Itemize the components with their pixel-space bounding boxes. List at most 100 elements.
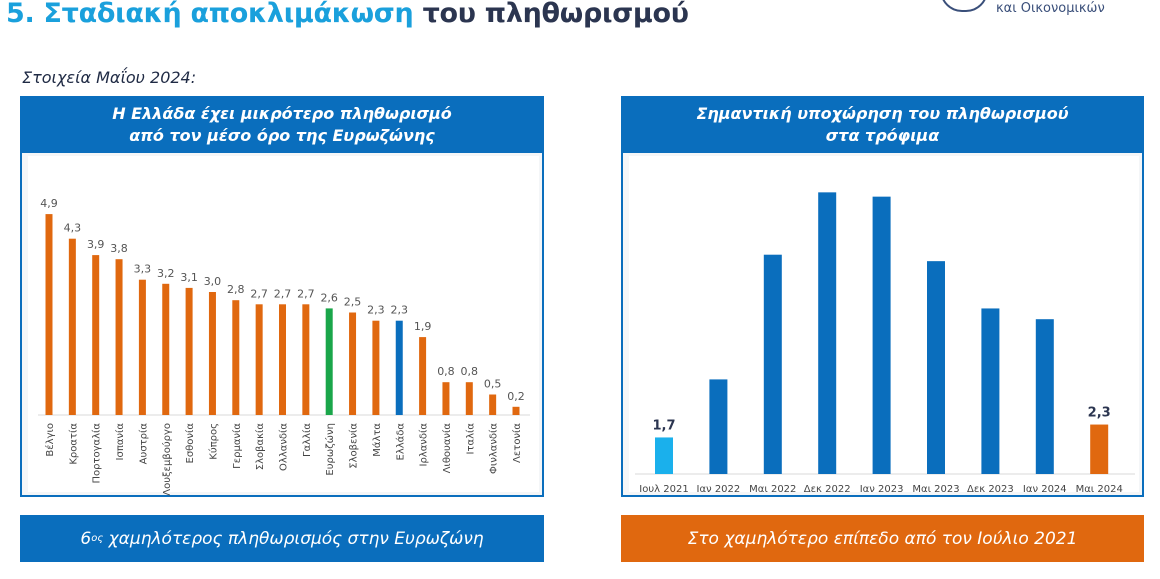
category-label: Μαι 2022 bbox=[749, 484, 796, 495]
bar-Δεκ 2023 bbox=[981, 308, 1000, 474]
bar-Φινλανδία bbox=[489, 394, 497, 415]
left-panel-title: Η Ελλάδα έχει μικρότερο πληθωρισμό από το… bbox=[20, 96, 544, 153]
category-label: Ιαν 2022 bbox=[697, 484, 741, 495]
bar-Ολλανδία bbox=[279, 304, 286, 415]
value-label: 4,3 bbox=[64, 222, 82, 235]
value-label: 2,6 bbox=[320, 291, 338, 304]
value-label: 2,7 bbox=[250, 287, 268, 300]
category-label: Μαι 2023 bbox=[912, 484, 959, 495]
category-label: Κροατία bbox=[67, 423, 79, 465]
bar-Γαλλία bbox=[302, 304, 310, 415]
category-label: Βέλγιο bbox=[44, 423, 56, 457]
bar-Αυστρία bbox=[138, 279, 146, 415]
bar-Δεκ 2022 bbox=[818, 192, 837, 474]
value-label: 3,2 bbox=[157, 267, 175, 280]
category-label: Ελλάδα bbox=[394, 423, 406, 461]
category-label: Ιαν 2023 bbox=[860, 484, 904, 495]
page-title: 5. Σταδιακή αποκλιμάκωση του πληθωρισμού bbox=[6, 0, 689, 29]
value-label: 0,5 bbox=[484, 378, 502, 391]
value-label: 0,2 bbox=[507, 390, 525, 403]
value-label: 2,3 bbox=[367, 304, 385, 317]
value-label: 2,5 bbox=[344, 296, 362, 309]
value-label: 3,8 bbox=[110, 242, 128, 255]
category-label: Εσθονία bbox=[184, 423, 196, 464]
bar-Λουξεμβούργο bbox=[162, 283, 170, 415]
category-label: Ολλανδία bbox=[278, 423, 290, 471]
value-label: 3,0 bbox=[204, 275, 222, 288]
title-rest: του πληθωρισμού bbox=[422, 0, 689, 29]
bar-Σλοβενία bbox=[349, 312, 357, 415]
value-label: 0,8 bbox=[461, 365, 479, 378]
category-label: Ιρλανδία bbox=[418, 423, 430, 467]
left-banner: 6 ος χαμηλότερος πληθωρισμός στην Ευρωζών… bbox=[20, 515, 544, 562]
category-label: Κύπρος bbox=[207, 423, 219, 460]
right-panel-title: Σημαντική υποχώρηση του πληθωρισμού στα τ… bbox=[621, 96, 1144, 153]
bar-Λετονία bbox=[512, 406, 520, 415]
category-label: Ευρωζώνη bbox=[324, 423, 336, 476]
bar-Ιαν 2024 bbox=[1035, 319, 1054, 474]
value-label: 0,8 bbox=[437, 365, 455, 378]
category-label: Ισπανία bbox=[114, 423, 126, 461]
bar-Ιαν 2023 bbox=[872, 196, 891, 474]
category-label: Λουξεμβούργο bbox=[161, 423, 173, 496]
value-label: 1,9 bbox=[414, 320, 432, 333]
bar-Βέλγιο bbox=[45, 214, 53, 415]
category-label: Μαι 2024 bbox=[1076, 484, 1123, 495]
category-label: Γαλλία bbox=[301, 423, 313, 457]
bar-Ιουλ 2021 bbox=[655, 437, 673, 474]
value-label: 1,7 bbox=[652, 418, 675, 433]
bar-Ισπανία bbox=[115, 259, 123, 415]
bar-Μαι 2022 bbox=[763, 254, 782, 474]
left-title-line2: από τον μέσο όρο της Ευρωζώνης bbox=[129, 125, 435, 145]
banner-rank: 6 bbox=[80, 528, 92, 549]
bar-Ιρλανδία bbox=[419, 337, 427, 415]
value-label: 2,7 bbox=[297, 287, 315, 300]
bar-Πορτογαλία bbox=[92, 255, 100, 415]
bar-Μαι 2024 bbox=[1090, 424, 1109, 474]
category-label: Δεκ 2022 bbox=[804, 484, 851, 495]
value-label: 3,1 bbox=[180, 271, 198, 284]
category-label: Ιαν 2024 bbox=[1023, 484, 1067, 495]
category-label: Λιθουανία bbox=[441, 423, 453, 474]
category-label: Ιουλ 2021 bbox=[639, 484, 688, 495]
value-label: 3,9 bbox=[87, 238, 105, 251]
value-label: 2,3 bbox=[391, 304, 409, 317]
bar-Ιταλία bbox=[465, 382, 473, 415]
category-label: Δεκ 2023 bbox=[967, 484, 1014, 495]
logo-text: και Οικονομικών bbox=[996, 1, 1105, 16]
bar-Κύπρος bbox=[208, 292, 216, 415]
title-highlight: 5. Σταδιακή αποκλιμάκωση bbox=[6, 0, 414, 29]
category-label: Σλοβενία bbox=[348, 423, 360, 469]
banner-ordinal: ος bbox=[91, 533, 104, 544]
category-label: Πορτογαλία bbox=[91, 423, 103, 484]
category-label: Φινλανδία bbox=[488, 423, 500, 474]
bar-Κροατία bbox=[68, 238, 76, 415]
bar-Γερμανία bbox=[232, 300, 240, 415]
category-label: Σλοβακία bbox=[254, 423, 266, 471]
banner-text: χαμηλότερος πληθωρισμός στην Ευρωζώνη bbox=[103, 528, 484, 549]
bar-Εσθονία bbox=[185, 287, 193, 415]
right-title-line1: Σημαντική υποχώρηση του πληθωρισμού bbox=[696, 103, 1069, 123]
bar-Ιαν 2022 bbox=[709, 379, 728, 474]
bar-Μαι 2023 bbox=[927, 261, 945, 474]
category-label: Μάλτα bbox=[371, 423, 383, 457]
category-label: Ιταλία bbox=[464, 423, 476, 455]
bar-Σλοβακία bbox=[255, 304, 263, 415]
left-title-line1: Η Ελλάδα έχει μικρότερο πληθωρισμό bbox=[112, 103, 452, 123]
value-label: 2,3 bbox=[1088, 406, 1111, 421]
value-label: 3,3 bbox=[134, 263, 152, 276]
category-label: Γερμανία bbox=[231, 423, 243, 469]
value-label: 4,9 bbox=[40, 197, 58, 210]
bar-Ελλάδα bbox=[395, 320, 403, 415]
data-date-subtitle: Στοιχεία Μαΐου 2024: bbox=[22, 68, 197, 87]
category-label: Αυστρία bbox=[137, 423, 149, 465]
bar-Ευρωζώνη bbox=[325, 308, 333, 415]
category-label: Λετονία bbox=[511, 423, 523, 463]
bar-Μάλτα bbox=[372, 320, 380, 415]
right-banner: Στο χαμηλότερο επίπεδο από τον Ιούλιο 20… bbox=[621, 515, 1144, 562]
bar-Λιθουανία bbox=[442, 382, 450, 415]
right-title-line2: στα τρόφιμα bbox=[825, 125, 940, 145]
value-label: 2,8 bbox=[227, 283, 245, 296]
value-label: 2,7 bbox=[274, 287, 292, 300]
